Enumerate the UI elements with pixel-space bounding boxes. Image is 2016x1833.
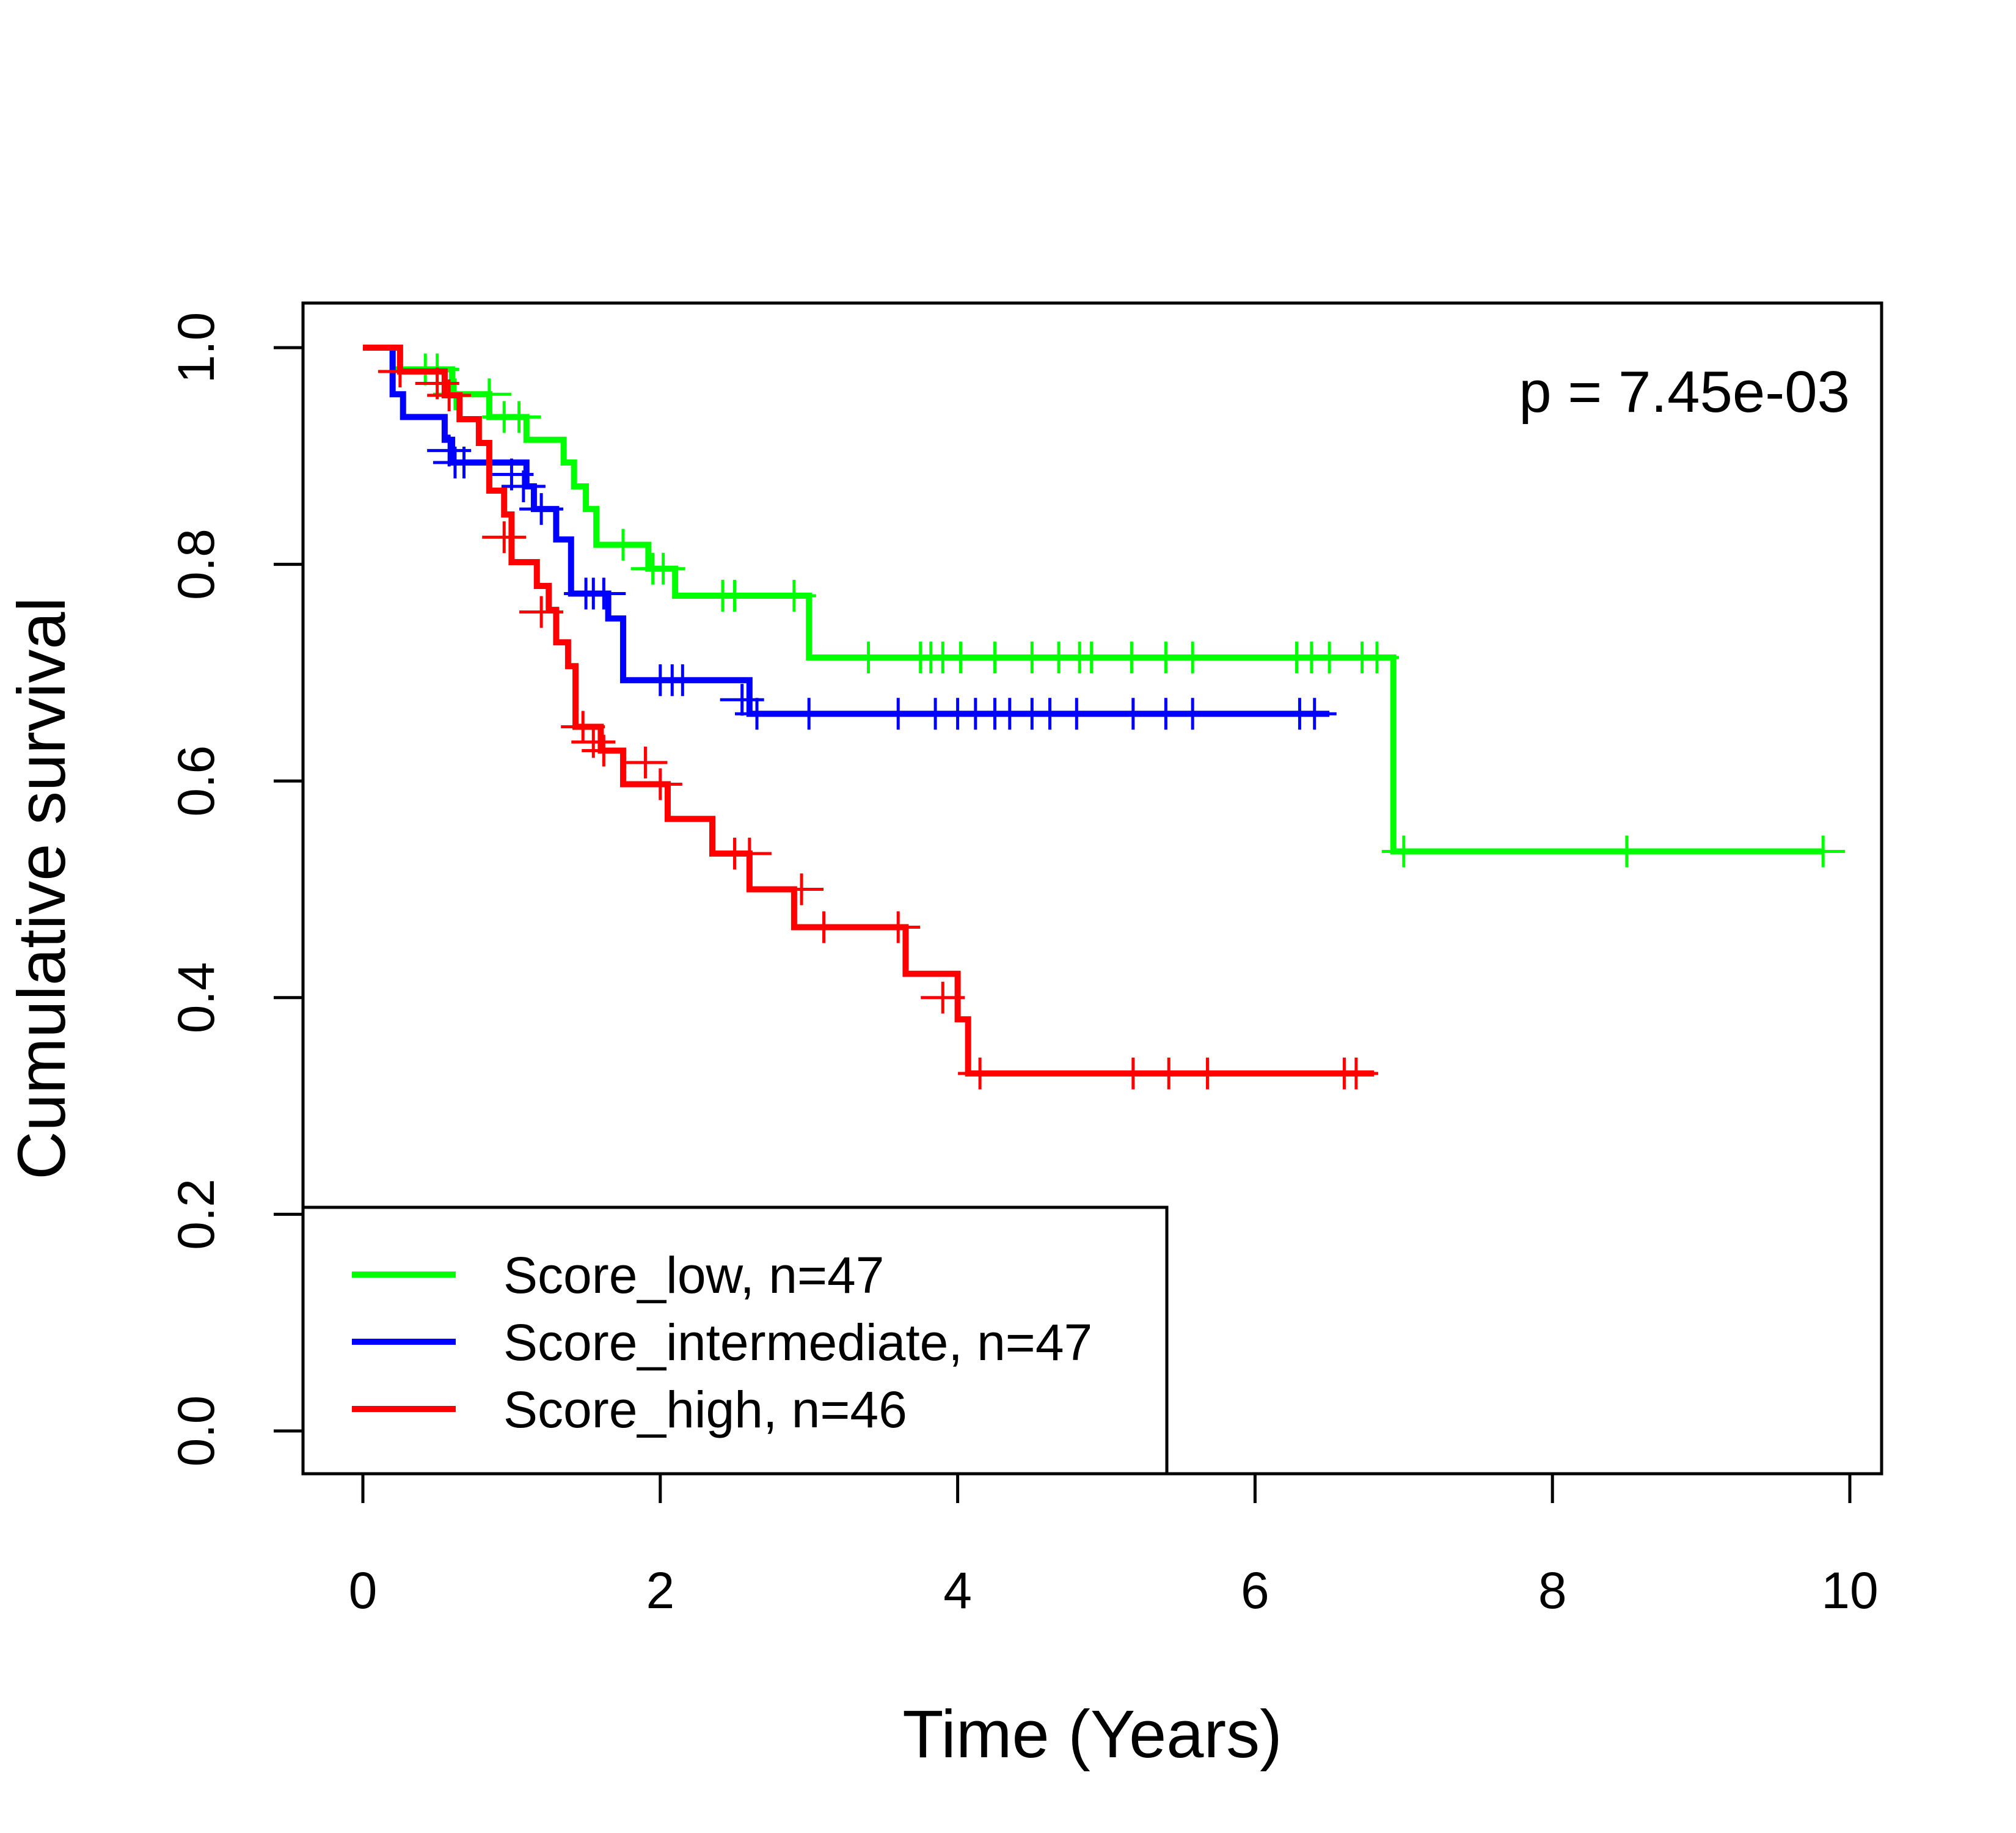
survival-curve-line [385, 345, 1330, 717]
survival-curves [363, 345, 1846, 1089]
y-tick-label: 0.8 [167, 529, 225, 600]
series-1 [385, 345, 1337, 730]
legend-label: Score_intermediate, n=47 [503, 1314, 1092, 1371]
y-tick-label: 0.2 [167, 1179, 225, 1250]
x-tick-label: 0 [349, 1562, 378, 1619]
x-axis-title: Time (Years) [902, 1697, 1282, 1772]
x-tick-label: 4 [943, 1562, 972, 1619]
y-tick-label: 0.6 [167, 745, 225, 817]
legend: Score_low, n=47 Score_intermediate, n=47 S… [301, 1206, 1169, 1476]
x-axis: 0 2 4 6 8 10 [349, 1474, 1879, 1619]
survival-curve-line [363, 345, 1375, 1077]
y-tick-label: 0.0 [167, 1396, 225, 1467]
x-tick-label: 2 [646, 1562, 674, 1619]
x-tick-label: 10 [1821, 1562, 1878, 1619]
y-axis: 0.0 0.2 0.4 0.6 0.8 1.0 [167, 312, 303, 1467]
y-tick-label: 0.4 [167, 962, 225, 1033]
y-axis-title: Cumulative survival [4, 597, 79, 1180]
y-tick-label: 1.0 [167, 312, 225, 384]
x-tick-label: 6 [1241, 1562, 1269, 1619]
legend-items: Score_low, n=47 Score_intermediate, n=47 S… [352, 1246, 1092, 1438]
series-2 [363, 345, 1378, 1089]
x-tick-label: 8 [1538, 1562, 1567, 1619]
p-value-annotation: p = 7.45e-03 [1519, 359, 1850, 425]
legend-label: Score_high, n=46 [503, 1381, 907, 1438]
legend-label: Score_low, n=47 [503, 1246, 884, 1304]
